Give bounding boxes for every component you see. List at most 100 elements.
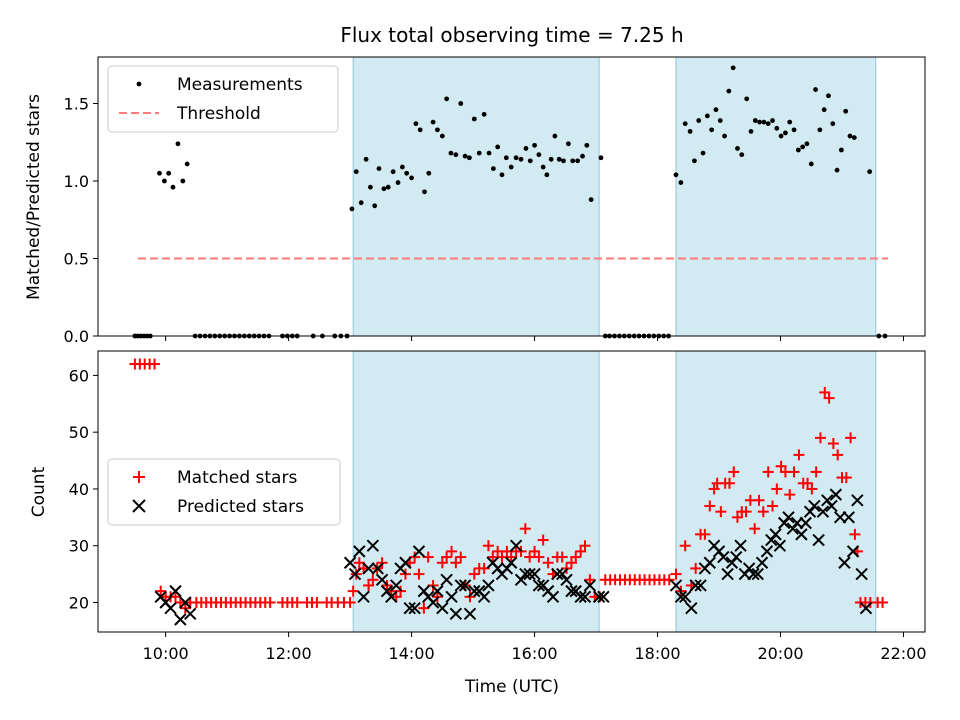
predicted-star-point (440, 573, 453, 586)
measurement-point (795, 147, 801, 153)
predicted-star-point (348, 567, 362, 581)
matched-star-point (505, 551, 517, 563)
x-tick-label: 12:00 (266, 644, 312, 663)
matched-star-point (501, 545, 513, 557)
matched-star-point (832, 449, 844, 461)
predicted-star-point (717, 550, 730, 564)
predicted-star-point (859, 601, 873, 615)
predicted-star-point (357, 590, 370, 604)
measurement-point (838, 147, 844, 153)
measurement-point (495, 144, 501, 150)
matched-star-point (529, 545, 541, 557)
predicted-star-point (855, 567, 868, 581)
measurement-point (817, 127, 823, 133)
measurement-point (821, 107, 827, 113)
measurement-point (508, 164, 514, 170)
measurement-point (548, 156, 554, 162)
measurement-point (430, 119, 436, 125)
measurement-point (532, 142, 537, 148)
measurement-point (843, 108, 849, 114)
measurement-point (787, 119, 793, 125)
measurement-point (536, 152, 542, 158)
measurement-point (422, 189, 427, 195)
predicted-star-point (782, 511, 795, 524)
predicted-star-point (454, 579, 467, 592)
matched-star-point (704, 500, 716, 512)
predicted-star-point (458, 579, 472, 592)
predicted-star-point (795, 528, 808, 541)
matched-star-point (524, 551, 536, 563)
y-tick-label: 60 (69, 366, 89, 385)
measurement-point (748, 129, 754, 134)
matched-star-point (565, 557, 577, 569)
predicted-star-point (412, 545, 426, 558)
predicted-star-point (808, 499, 821, 513)
matched-star-point (149, 358, 161, 370)
predicted-star-point (477, 590, 491, 604)
y-tick-label: 30 (69, 537, 89, 556)
predicted-star-point (829, 488, 843, 501)
matched-star-point (450, 557, 462, 569)
predicted-star-point (449, 607, 463, 621)
measurement-point (770, 118, 775, 123)
matched-star-point (311, 596, 323, 608)
matched-star-point (690, 562, 702, 574)
measurement-point (170, 184, 176, 190)
matched-star-point (542, 557, 554, 569)
matched-star-point (793, 449, 805, 461)
predicted-star-point (755, 556, 769, 569)
measurement-point (830, 121, 836, 127)
matched-star-point (767, 500, 779, 512)
figure-title: Flux total observing time = 7.25 h (340, 23, 683, 47)
matched-star-point (753, 494, 765, 506)
measurement-point (462, 153, 468, 159)
measurement-point (376, 166, 382, 172)
x-axis-label: Time (UTC) (464, 677, 559, 697)
predicted-star-point (825, 499, 838, 513)
measurement-point (180, 178, 186, 184)
measurement-point (808, 161, 814, 167)
measurement-point (584, 142, 590, 148)
matched-star-point (814, 432, 826, 444)
predicted-star-point (694, 579, 707, 592)
matched-star-point (264, 596, 276, 608)
matched-star-point (802, 477, 814, 489)
measurement-point (527, 158, 533, 164)
measurement-point (409, 175, 414, 181)
measurement-point (678, 180, 684, 185)
predicted-star-point (431, 584, 444, 598)
predicted-star-point (689, 579, 702, 592)
predicted-star-point (390, 579, 403, 592)
measurement-point (390, 169, 396, 175)
x-tick-label: 16:00 (512, 644, 558, 663)
measurement-point (730, 65, 736, 71)
predicted-star-point (747, 567, 760, 581)
matched-star-point (367, 574, 379, 586)
predicted-star-point (574, 590, 587, 604)
predicted-star-point (812, 533, 825, 547)
matched-star-point (806, 483, 818, 495)
predicted-star-point (678, 590, 692, 604)
measurement-point (426, 170, 432, 176)
predicted-star-point (730, 550, 743, 564)
predicted-star-point (468, 584, 481, 598)
predicted-star-point (842, 511, 855, 524)
measurement-point (700, 150, 706, 156)
matched-star-point (670, 568, 682, 580)
predicted-star-point (674, 590, 688, 604)
measurement-point (765, 121, 771, 127)
measurement-point (804, 141, 810, 147)
matched-star-point (584, 574, 596, 586)
measurement-point (744, 96, 750, 102)
measurement-point (385, 184, 391, 190)
measurement-point (580, 153, 585, 159)
measurement-point (448, 150, 454, 156)
matched-star-point (347, 585, 359, 597)
measurement-point (466, 155, 472, 161)
predicted-star-point (578, 590, 592, 604)
measurement-point (395, 180, 401, 185)
ratio-panel: 0.0 0.5 1.0 1.5 Matched/Predicted stars Mea… (24, 56, 926, 346)
matched-star-point (840, 472, 852, 484)
measurement-point (353, 169, 359, 175)
measurement-point (157, 170, 162, 176)
